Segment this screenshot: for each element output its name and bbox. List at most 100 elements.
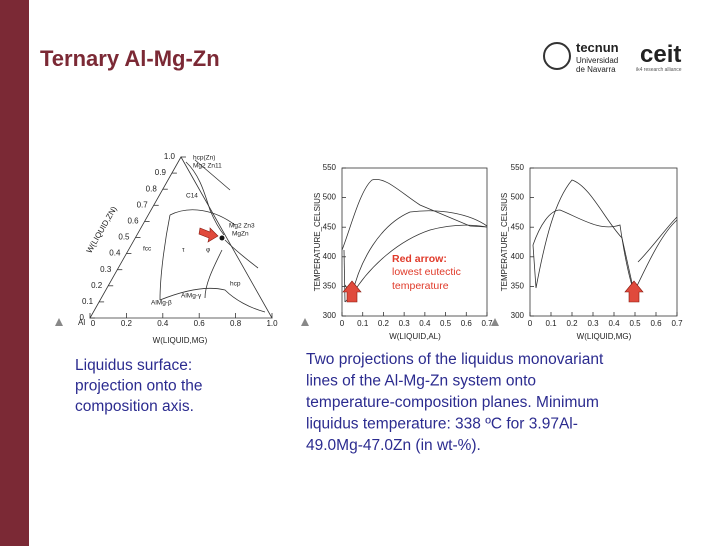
tick-label: 0.6 [461,319,473,328]
plot-mg: TEMPERATURE_CELSIUS W(LIQUID,MG) 300 350 4… [491,163,683,341]
corner-icon [55,318,63,326]
logo-text: ik4 research alliance [636,67,682,73]
corner-icon [491,318,499,326]
tick-label: 0 [91,319,96,328]
caption-line: lines of the Al-Mg-Zn system onto [306,373,536,390]
phase-label: MgZn [232,231,249,238]
phase-label: hcp(Zn) [193,155,215,162]
tick-label: 0 [80,313,85,322]
tick-label: 1.0 [266,319,278,328]
tick-label: 0 [528,319,533,328]
logo-left: tecnun Universidad de Navarra [543,40,619,74]
tick-label: 0.4 [419,319,431,328]
axis-label: W(LIQUID,AL) [389,332,441,341]
tick-label: 0.9 [155,168,167,177]
tick-label: 550 [323,163,337,172]
phase-boundary [204,249,223,299]
plot-frame [341,167,488,317]
phase-label: AlMg-γ [181,293,202,300]
tick-label: 0.3 [100,265,112,274]
phase-boundary [185,161,225,236]
side-bar [0,0,29,546]
tick-label: 0.5 [440,319,452,328]
caption-line: temperature-composition planes. Minimum [306,394,599,411]
tick-label: 0.4 [157,319,169,328]
tick-label: 0.7 [137,200,149,209]
phase-label: Mg2 Zn11 [193,163,222,170]
tick-label: 0.2 [566,319,578,328]
tick-label: 350 [511,282,525,291]
red-arrow [624,280,644,303]
tick-label: 0.6 [194,319,206,328]
tick-label: 300 [323,311,337,320]
tick-label: 0.2 [121,319,133,328]
tick-label: 0.1 [545,319,557,328]
phase-label: fcc [143,246,152,253]
curve [341,178,488,251]
tick-label: 0.8 [230,319,242,328]
logo-text: Universidad [576,56,618,65]
tick-label: 0.2 [91,281,103,290]
annotation: lowest eutectic [392,266,461,278]
logo-seal [543,42,571,70]
phase-boundary [159,214,171,301]
curve [344,210,488,296]
corner-label: Al [78,318,85,327]
caption-line: Two projections of the liquidus monovari… [306,351,604,368]
tick-label: 0 [340,319,345,328]
axis-label: W(LIQUID,MG) [153,336,208,345]
phase-label: C14 [186,193,198,200]
tick-label: 0.6 [650,319,662,328]
tick-label: 450 [323,222,337,231]
curve [344,224,488,303]
tick-label: 500 [323,193,337,202]
axis-label: TEMPERATURE_CELSIUS [313,193,322,292]
caption-line: composition axis. [75,398,194,415]
tick-label: 350 [323,282,337,291]
tick-label: 0.3 [587,319,599,328]
axis-label: TEMPERATURE_CELSIUS [500,193,509,292]
plot-al: Red arrow: lowest eutectic temperature T… [301,163,493,341]
title: Ternary Al-Mg-Zn [40,46,220,71]
tick-label: 0.5 [118,233,130,242]
tick-label: 300 [511,311,525,320]
curve [343,249,346,303]
tick-label: 0.1 [357,319,369,328]
tick-label: 0.4 [109,249,121,258]
eutectic-point [219,235,225,241]
caption-line: liquidus temperature: 338 ºC for 3.97Al- [306,416,578,433]
phase-boundary [159,287,266,313]
tick-label: 0.1 [82,297,94,306]
tick-label: 0.3 [399,319,411,328]
annotation: temperature [392,280,449,292]
phase-label: Mg2 Zn3 [229,223,255,230]
logo-text: ceit [640,41,681,68]
plot-frame [529,167,678,317]
logo-text: tecnun [576,40,619,55]
tick-label: 0.7 [481,319,493,328]
logo-right: ceit ik4 research alliance [636,41,682,73]
curve [637,216,678,263]
tick-label: 0.5 [629,319,641,328]
tick-label: 0.6 [127,217,139,226]
phase-boundary [169,209,236,226]
tick-label: 500 [511,193,525,202]
tick-label: 0.7 [671,319,683,328]
axis-label: W(LIQUID,MG) [577,332,632,341]
logo-text: de Navarra [576,65,616,74]
phase-label: φ [206,247,210,254]
phase-label: hcp [230,281,241,288]
tick-label: 0.8 [146,184,158,193]
phase-boundary [194,159,231,191]
curve [532,179,678,294]
annotation: Red arrow: [392,253,447,265]
caption-line: Liquidus surface: [75,357,192,374]
red-arrow [342,280,362,303]
curve [532,209,635,293]
tick-label: 1.0 [164,152,176,161]
captions: Liquidus surface: projection onto the comp… [75,351,604,454]
tick-label: 550 [511,163,525,172]
red-arrow [198,227,219,243]
caption-line: projection onto the [75,378,203,395]
